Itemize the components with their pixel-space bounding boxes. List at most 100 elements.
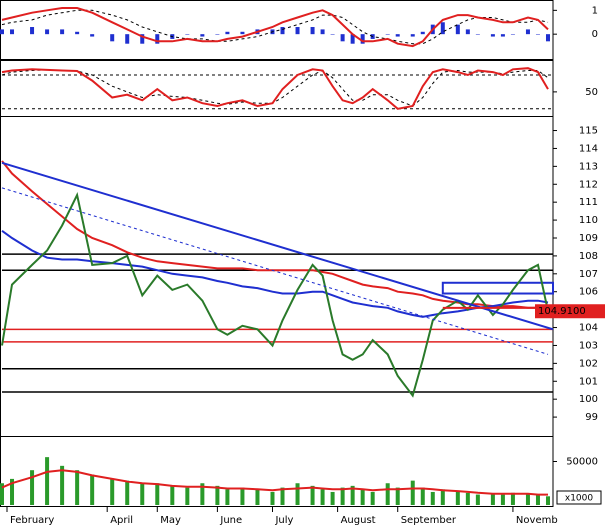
bar [420, 487, 425, 505]
bar [340, 487, 345, 505]
y-tick-label: 99 [585, 412, 598, 423]
bar [420, 31, 425, 35]
bar [535, 494, 540, 505]
bar [0, 29, 4, 35]
bar [310, 485, 315, 505]
y-tick-label: 109 [579, 233, 598, 244]
x-tick-label: September [401, 515, 457, 526]
bar [410, 34, 415, 37]
bar [255, 489, 260, 505]
bar [455, 24, 460, 35]
y-tick-label: 0 [592, 29, 598, 40]
bar [215, 485, 220, 505]
bar [240, 487, 245, 505]
bar [155, 483, 160, 505]
bar [510, 492, 515, 505]
bar [440, 22, 445, 35]
bar [360, 489, 365, 505]
bar [270, 491, 275, 505]
series-line [1, 69, 549, 107]
bar [360, 34, 365, 44]
x-tick-label: July [274, 515, 293, 526]
bar [200, 34, 205, 37]
bar [10, 29, 15, 35]
y-tick-label: 112 [579, 179, 598, 190]
bar [75, 31, 80, 35]
y-tick-label: 108 [579, 251, 598, 262]
bar [240, 31, 245, 35]
bar [465, 492, 470, 505]
bar [440, 489, 445, 505]
bar [225, 31, 230, 35]
x-tick-label: June [219, 515, 242, 526]
bar [280, 487, 285, 505]
bar [455, 491, 460, 505]
bar [330, 491, 335, 505]
bar [30, 27, 35, 35]
bar [475, 34, 480, 35]
bar [0, 483, 4, 505]
bar [60, 29, 65, 35]
bar [155, 34, 160, 44]
trend-line [1, 161, 554, 331]
bar [525, 29, 530, 35]
last-value-box [535, 304, 605, 319]
y-tick-label: 50000 [566, 456, 598, 467]
y-tick-label: 104 [579, 323, 598, 334]
series-line [1, 7, 549, 48]
bar [490, 34, 495, 37]
unit-label: x1000 [565, 494, 594, 504]
bar [45, 29, 50, 35]
bar [295, 483, 300, 505]
x-tick-label: Novemb [516, 515, 558, 526]
bar [475, 494, 480, 505]
bar [225, 489, 230, 505]
bar [500, 494, 505, 505]
bar [410, 480, 415, 505]
x-tick-label: April [110, 515, 133, 526]
series-line [1, 191, 549, 398]
y-tick-label: 107 [579, 269, 598, 280]
x-tick-label: August [341, 515, 376, 526]
y-tick-label: 1 [592, 5, 598, 16]
series-line [1, 9, 549, 45]
bar [525, 493, 530, 505]
bar [350, 485, 355, 505]
bar [320, 489, 325, 505]
bar [215, 34, 220, 35]
y-tick-label: 101 [579, 376, 598, 387]
y-tick-label: 100 [579, 394, 598, 405]
x-tick-label: February [10, 515, 54, 526]
y-tick-label: 113 [579, 161, 598, 172]
bar [510, 34, 515, 35]
bar [320, 29, 325, 35]
bar [295, 27, 300, 35]
bar [110, 478, 115, 505]
bar [340, 34, 345, 42]
bar [385, 483, 390, 505]
range-box [441, 281, 554, 295]
last-value-label: 104.9100 [538, 306, 586, 317]
bar [535, 34, 540, 35]
y-tick-label: 115 [579, 126, 598, 137]
bar [90, 474, 95, 505]
y-tick-label: 50 [585, 87, 598, 98]
bar [430, 491, 435, 505]
bar [395, 487, 400, 505]
bar [200, 483, 205, 505]
y-tick-label: 103 [579, 340, 598, 351]
bar [125, 480, 130, 505]
bar [90, 34, 95, 37]
y-tick-label: 102 [579, 358, 598, 369]
series-line [1, 67, 549, 110]
bar [60, 465, 65, 505]
bar [545, 34, 550, 42]
bar [385, 34, 390, 35]
bar [310, 27, 315, 35]
trend-line [1, 187, 549, 355]
bar [30, 470, 35, 505]
y-tick-label: 111 [579, 197, 598, 208]
bar [125, 34, 130, 44]
